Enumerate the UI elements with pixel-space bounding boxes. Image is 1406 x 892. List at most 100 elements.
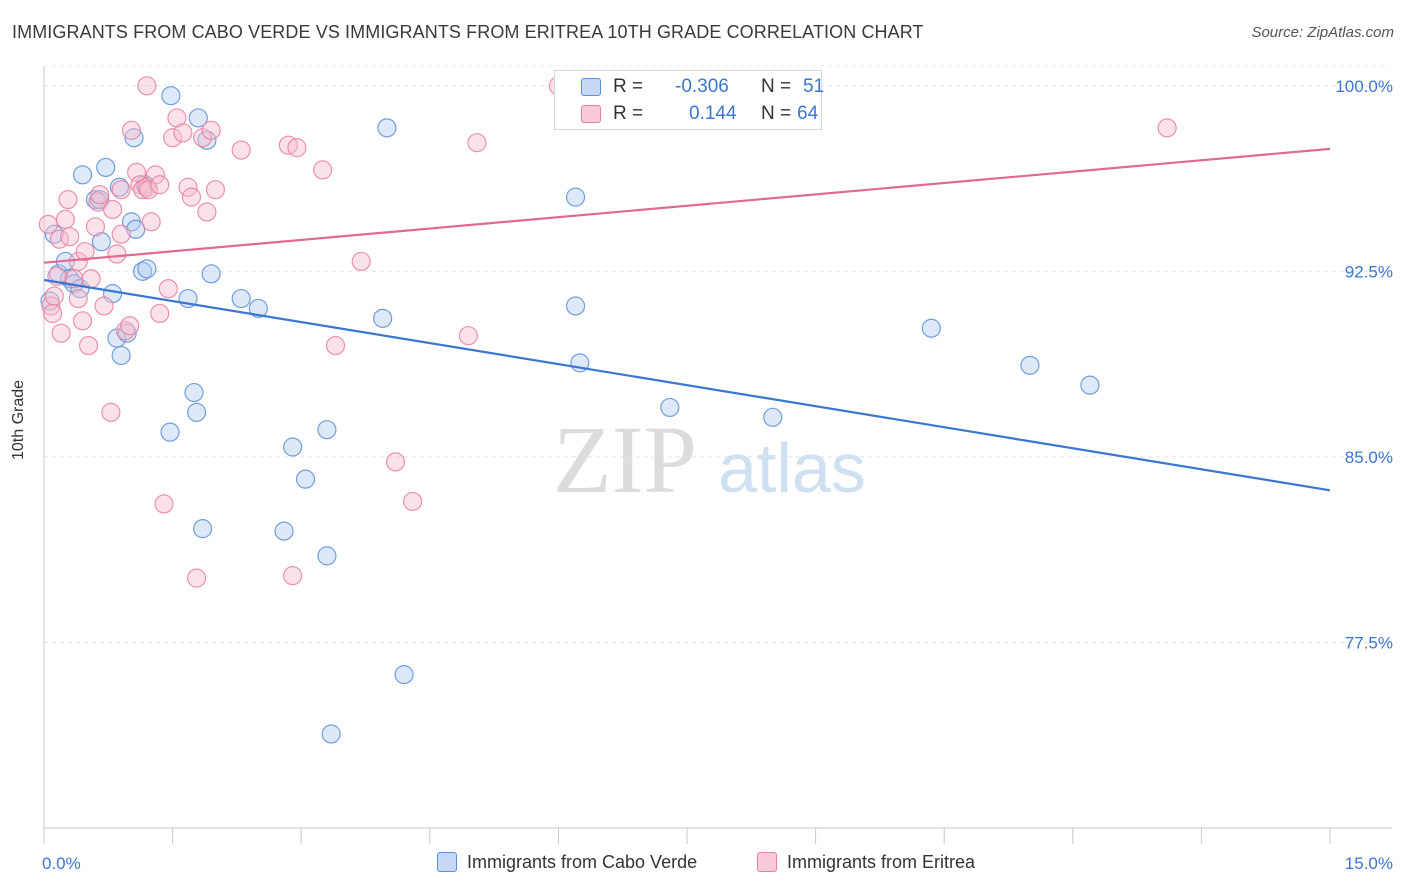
- eritrea-point: [1157, 118, 1177, 138]
- series-name: Immigrants from Eritrea: [787, 852, 976, 872]
- eritrea-point: [167, 108, 187, 128]
- eritrea-point: [51, 323, 71, 343]
- eritrea-point: [111, 180, 131, 200]
- series-swatch-pink: [757, 852, 777, 872]
- cabo-verde-point: [1020, 355, 1040, 375]
- cabo-verde-point: [187, 402, 207, 422]
- eritrea-point: [90, 185, 110, 205]
- eritrea-point: [173, 123, 193, 143]
- eritrea-point: [38, 214, 58, 234]
- eritrea-point: [150, 303, 170, 324]
- eritrea-point: [403, 491, 423, 512]
- cabo-verde-point: [377, 118, 397, 138]
- eritrea-point: [120, 316, 140, 336]
- legend-r-label: R =: [613, 103, 644, 124]
- cabo-verde-point: [317, 546, 337, 566]
- eritrea-point: [126, 162, 147, 182]
- y-tick-label: 77.5%: [1345, 633, 1393, 652]
- eritrea-point: [154, 494, 174, 514]
- cabo-verde-point: [188, 108, 208, 128]
- eritrea-point: [107, 244, 127, 264]
- eritrea-point: [458, 326, 478, 346]
- cabo-verde-point: [193, 519, 213, 539]
- eritrea-point: [85, 217, 106, 237]
- cabo-verde-point: [321, 724, 341, 744]
- eritrea-point: [150, 175, 170, 195]
- eritrea-point: [313, 160, 333, 180]
- cabo-verde-point: [160, 422, 180, 442]
- eritrea-point: [158, 279, 178, 299]
- eritrea-point: [231, 140, 251, 160]
- cabo-verde-point: [274, 521, 294, 541]
- eritrea-point: [287, 138, 307, 158]
- legend-r-label: R =: [613, 76, 644, 97]
- eritrea-trend-line: [43, 147, 1331, 264]
- eritrea-point: [467, 133, 487, 153]
- eritrea-point: [55, 209, 76, 229]
- cabo-verde-point: [660, 397, 680, 418]
- y-tick-label: 85.0%: [1345, 448, 1393, 467]
- eritrea-point: [78, 335, 99, 356]
- eritrea-point: [81, 269, 101, 289]
- cabo-verde-point: [565, 187, 586, 207]
- cabo-verde-point: [161, 86, 181, 106]
- eritrea-point: [325, 335, 346, 356]
- eritrea-point: [102, 199, 123, 220]
- eritrea-point: [137, 76, 157, 96]
- legend-r-value: 0.144: [689, 103, 737, 124]
- cabo-verde-point: [763, 407, 783, 427]
- cabo-verde-point: [201, 264, 221, 284]
- cabo-verde-point: [1080, 375, 1100, 395]
- series-swatch-blue: [437, 852, 457, 872]
- series-legend-eritrea: Immigrants from Eritrea: [757, 852, 975, 873]
- cabo-verde-point: [231, 288, 251, 309]
- eritrea-point: [197, 202, 217, 222]
- eritrea-point: [141, 212, 161, 232]
- watermark-atlas: atlas: [718, 429, 866, 507]
- series-name: Immigrants from Cabo Verde: [467, 852, 698, 872]
- eritrea-point: [163, 128, 183, 148]
- eritrea-point: [138, 180, 159, 200]
- cabo-verde-point: [91, 232, 112, 252]
- x-tick-label-max: 15.0%: [1345, 854, 1393, 873]
- eritrea-point: [42, 303, 63, 324]
- cabo-verde-point: [283, 437, 303, 457]
- legend-swatch-pink: [581, 105, 601, 123]
- cabo-verde-point: [137, 259, 157, 279]
- cabo-verde-point: [921, 318, 941, 338]
- legend-n-value: 64: [797, 103, 819, 124]
- eritrea-point: [205, 180, 226, 200]
- y-axis-label: 10th Grade: [10, 379, 27, 460]
- y-tick-label: 100.0%: [1335, 77, 1393, 96]
- cabo-verde-point: [111, 345, 131, 366]
- y-tick-label: 92.5%: [1345, 262, 1393, 281]
- eritrea-point: [201, 120, 221, 140]
- eritrea-point: [385, 452, 406, 472]
- eritrea-point: [68, 288, 88, 309]
- legend-n-label: N =: [761, 103, 792, 124]
- legend-r-value: -0.306: [675, 76, 729, 97]
- chart-title: IMMIGRANTS FROM CABO VERDE VS IMMIGRANTS…: [12, 22, 924, 42]
- series-legend-cabo-verde: Immigrants from Cabo Verde: [437, 852, 697, 873]
- legend-swatch-blue: [581, 78, 601, 96]
- cabo-verde-point: [126, 219, 146, 239]
- cabo-verde-point: [317, 420, 337, 440]
- cabo-verde-point: [184, 382, 204, 403]
- eritrea-point: [101, 402, 121, 422]
- eritrea-point: [60, 227, 80, 247]
- cabo-verde-point: [394, 665, 414, 685]
- eritrea-point: [181, 187, 202, 207]
- x-tick-label-min: 0.0%: [42, 854, 81, 873]
- legend-n-value: 51: [803, 76, 825, 97]
- cabo-verde-point: [72, 165, 93, 185]
- eritrea-point: [44, 286, 64, 306]
- cabo-verde-point: [565, 296, 586, 316]
- eritrea-point: [351, 251, 371, 272]
- eritrea-point: [94, 296, 114, 316]
- cabo-verde-point: [373, 308, 393, 328]
- correlation-legend: R = -0.306 N = 51 R = 0.144 N = 64: [554, 70, 825, 130]
- legend-n-label: N =: [761, 76, 792, 97]
- eritrea-point: [75, 241, 95, 262]
- cabo-verde-point: [295, 469, 316, 489]
